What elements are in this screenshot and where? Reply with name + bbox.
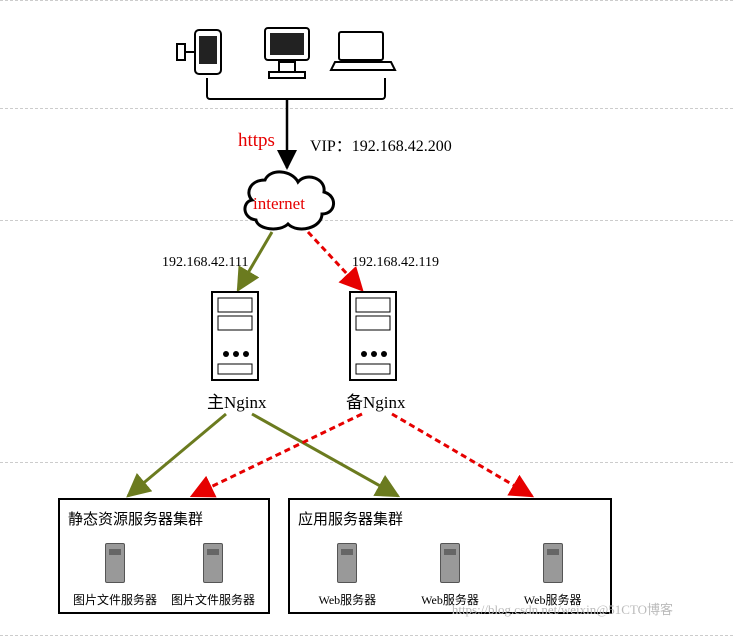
vip-prefix: VIP：	[310, 138, 352, 155]
tower-icon	[105, 543, 125, 583]
backup-ip-label: 192.168.42.119	[352, 255, 439, 271]
tower-icon	[440, 543, 460, 583]
client-bracket	[206, 78, 386, 100]
grid-line	[0, 462, 733, 463]
static-cluster: 静态资源服务器集群 图片文件服务器 图片文件服务器	[58, 498, 270, 614]
server-backup-icon	[350, 292, 396, 380]
server-label: Web服务器	[318, 591, 376, 608]
watermark: https://blog.csdn.net/weixin@51CTO博客	[452, 599, 673, 618]
grid-line	[0, 220, 733, 221]
vip-label: VIP：192.168.42.200	[310, 132, 452, 156]
grid-line	[0, 0, 733, 1]
https-label: https	[238, 130, 275, 152]
app-server: Web服务器	[318, 543, 376, 608]
server-label: 图片文件服务器	[171, 591, 255, 608]
tower-icon	[337, 543, 357, 583]
laptop-icon	[331, 32, 395, 70]
backup-name-label: 备Nginx	[346, 388, 406, 413]
static-server: 图片文件服务器	[73, 543, 157, 608]
internet-label: internet	[253, 194, 305, 214]
primary-ip-label: 192.168.42.111	[162, 255, 248, 271]
app-cluster: 应用服务器集群 Web服务器 Web服务器 Web服务器	[288, 498, 612, 614]
vip-ip: 192.168.42.200	[352, 138, 452, 155]
desktop-icon	[265, 28, 309, 78]
tower-icon	[203, 543, 223, 583]
mobile-icon	[177, 30, 221, 74]
app-cluster-title: 应用服务器集群	[298, 508, 604, 529]
tower-icon	[543, 543, 563, 583]
primary-name-label: 主Nginx	[207, 388, 267, 413]
server-primary-icon	[212, 292, 258, 380]
server-label: 图片文件服务器	[73, 591, 157, 608]
static-server: 图片文件服务器	[171, 543, 255, 608]
grid-line	[0, 108, 733, 109]
static-cluster-title: 静态资源服务器集群	[68, 508, 262, 529]
